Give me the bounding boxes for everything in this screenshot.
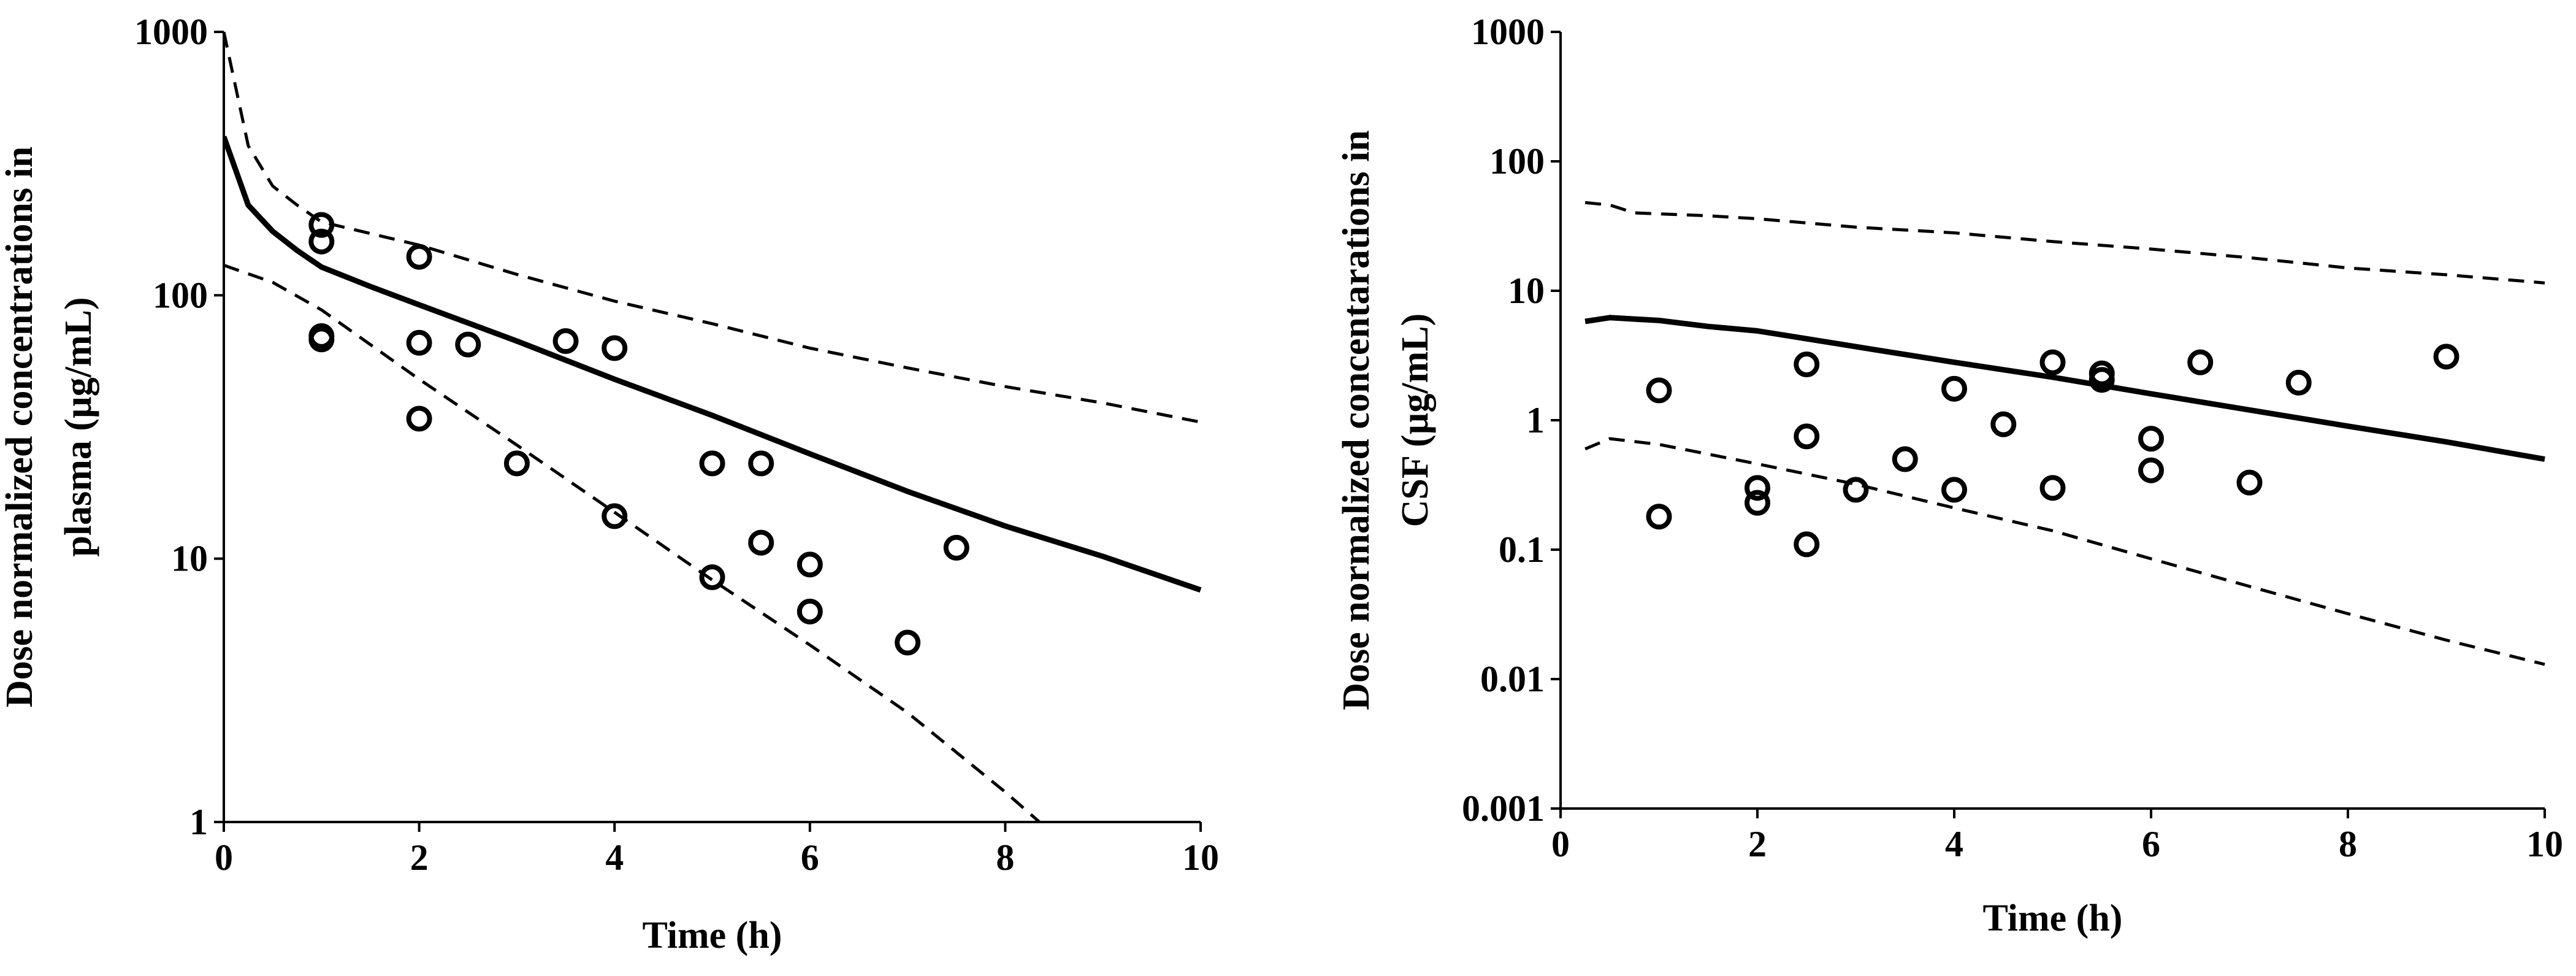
observed-point	[406, 405, 432, 432]
y-tick-label: 0.01	[1480, 659, 1545, 699]
observed-point	[1794, 351, 1820, 377]
observed-point	[699, 564, 725, 590]
observed-point	[1843, 477, 1869, 503]
y-tick-label: 0.001	[1462, 788, 1545, 829]
y-tick-label: 1000	[134, 12, 208, 52]
observed-point	[2138, 457, 2164, 483]
median-prediction-line	[1584, 315, 2545, 462]
observed-point	[406, 244, 432, 270]
observed-point	[1941, 375, 1967, 402]
observed-point	[748, 450, 774, 477]
x-axis-title: Time (h)	[643, 915, 782, 956]
observed-point	[1990, 411, 2017, 437]
observed-point	[308, 326, 335, 353]
y-tick-label: 1	[189, 802, 208, 842]
y-axis-title-line: Dose normalized concentrations in	[0, 147, 40, 707]
x-axis-title: Time (h)	[1983, 897, 2123, 939]
observed-point	[943, 534, 969, 561]
y-tick-label: 10	[171, 539, 208, 579]
plot-area	[1584, 201, 2545, 666]
observed-point	[1892, 446, 1918, 472]
x-tick-label: 8	[996, 837, 1014, 878]
observed-point	[1794, 423, 1820, 450]
observed-point	[503, 450, 530, 477]
plot-area	[224, 31, 1202, 822]
observed-point	[748, 529, 774, 556]
observed-point	[1745, 490, 1770, 516]
x-tick-label: 8	[2339, 824, 2357, 864]
observed-point	[2433, 344, 2459, 370]
observed-point	[2039, 475, 2066, 501]
observed-point	[308, 228, 335, 255]
y-tick-label: 0.1	[1499, 529, 1545, 570]
observed-point	[602, 503, 628, 529]
observed-point	[1941, 477, 1967, 503]
lower-prediction-bound-line	[224, 264, 1041, 822]
observed-point	[1646, 504, 1672, 530]
upper-prediction-bound-line	[224, 31, 1201, 424]
observed-point	[1745, 475, 1770, 501]
y-tick-label: 1000	[1471, 12, 1545, 52]
x-tick-label: 10	[1182, 837, 1219, 878]
y-axis-title-line: Dose normalized concentarations in	[1336, 130, 1377, 710]
observed-point	[797, 551, 823, 578]
observed-point	[2089, 367, 2115, 393]
observed-point	[406, 329, 432, 356]
y-tick-label: 10	[1508, 271, 1545, 311]
observed-point	[1794, 531, 1820, 558]
observed-point	[797, 598, 823, 624]
y-tick-label: 100	[153, 275, 208, 315]
x-tick-label: 10	[2526, 824, 2563, 864]
y-tick-label: 1	[1526, 400, 1545, 440]
x-tick-label: 6	[801, 837, 819, 878]
y-tick-label: 100	[1489, 141, 1545, 182]
median-prediction-line	[224, 136, 1202, 593]
observed-point	[2039, 349, 2066, 375]
x-tick-label: 4	[1945, 824, 1963, 864]
csf-panel: 0.001 0.01 0.1 1 10 100 1000 0 2 4 6 8 10 Time (h) Dos…	[1336, 12, 2563, 939]
observed-point	[699, 450, 725, 477]
upper-prediction-bound-line	[1584, 201, 2545, 285]
x-tick-label: 0	[1551, 824, 1570, 864]
x-tick-label: 2	[1748, 824, 1767, 864]
lower-prediction-bound-line	[1584, 437, 2545, 666]
observed-point	[455, 331, 481, 358]
x-tick-label: 0	[215, 837, 233, 878]
observed-point	[2285, 369, 2312, 396]
y-axis-title-line: plasma (µg/mL)	[58, 297, 99, 556]
observed-point	[2138, 426, 2164, 452]
observed-point	[1646, 377, 1672, 404]
x-tick-label: 2	[410, 837, 429, 878]
observed-point	[895, 629, 921, 656]
x-tick-label: 6	[2142, 824, 2160, 864]
observed-point	[2187, 349, 2214, 375]
observed-point	[602, 335, 628, 361]
observed-point	[552, 328, 579, 355]
plasma-panel: 1 10 100 1000 0 2 4 6 8 10 Time (h) Dose normalized…	[0, 12, 1219, 956]
x-tick-label: 4	[605, 837, 624, 878]
observed-point	[2236, 469, 2263, 496]
y-axis-title-line: CSF (µg/mL)	[1394, 313, 1436, 528]
